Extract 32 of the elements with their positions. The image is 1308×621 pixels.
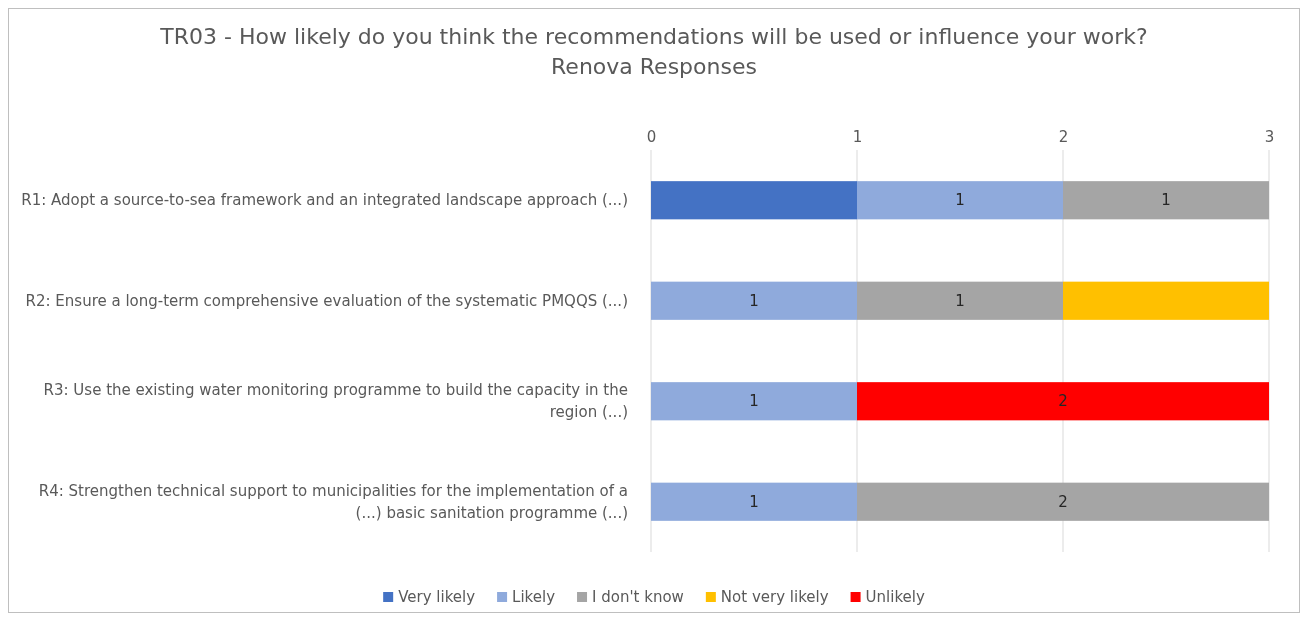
x-tick-label: 0 bbox=[646, 128, 657, 146]
chart-title: TR03 - How likely do you think the recommendations will be used or influence your work? Renova Responses bbox=[159, 24, 1148, 79]
x-tick-label: 2 bbox=[1058, 128, 1069, 146]
bar bbox=[857, 181, 1063, 220]
data-label: 2 bbox=[1058, 392, 1068, 411]
bar bbox=[651, 382, 857, 421]
data-label: 1 bbox=[749, 492, 759, 511]
y-tick-label: R1: Adopt a source-to-sea framework and an integrated landscape approach (...) bbox=[21, 191, 628, 210]
y-tick-label: R4: Strengthen technical support to municipalities for the implementation of a (...) basic sanitation programme (...) bbox=[38, 481, 628, 522]
bar bbox=[651, 482, 857, 521]
bar bbox=[1063, 281, 1269, 320]
legend-label: Unlikely bbox=[865, 588, 925, 606]
y-tick-label: R3: Use the existing water monitoring programme to build the capacity in the region (...) bbox=[43, 381, 628, 422]
legend-label: I don't know bbox=[592, 588, 684, 606]
x-tick-label: 3 bbox=[1264, 128, 1275, 146]
x-tick-label: 1 bbox=[852, 128, 863, 146]
legend-label: Very likely bbox=[398, 588, 476, 606]
y-tick-label: R2: Ensure a long-term comprehensive evaluation of the systematic PMQQS (...) bbox=[25, 291, 628, 310]
bar bbox=[651, 281, 857, 320]
legend-label: Likely bbox=[512, 588, 556, 606]
bar bbox=[651, 181, 857, 220]
data-label: 1 bbox=[749, 392, 759, 411]
bar bbox=[857, 281, 1063, 320]
data-label: 1 bbox=[955, 191, 965, 210]
data-label: 1 bbox=[749, 291, 759, 310]
data-label: 1 bbox=[955, 291, 965, 310]
bar bbox=[857, 382, 1269, 421]
legend-label: Not very likely bbox=[720, 588, 829, 606]
data-label: 2 bbox=[1058, 492, 1068, 511]
bar bbox=[857, 482, 1269, 521]
data-label: 1 bbox=[1161, 191, 1171, 210]
bar bbox=[1063, 181, 1269, 220]
